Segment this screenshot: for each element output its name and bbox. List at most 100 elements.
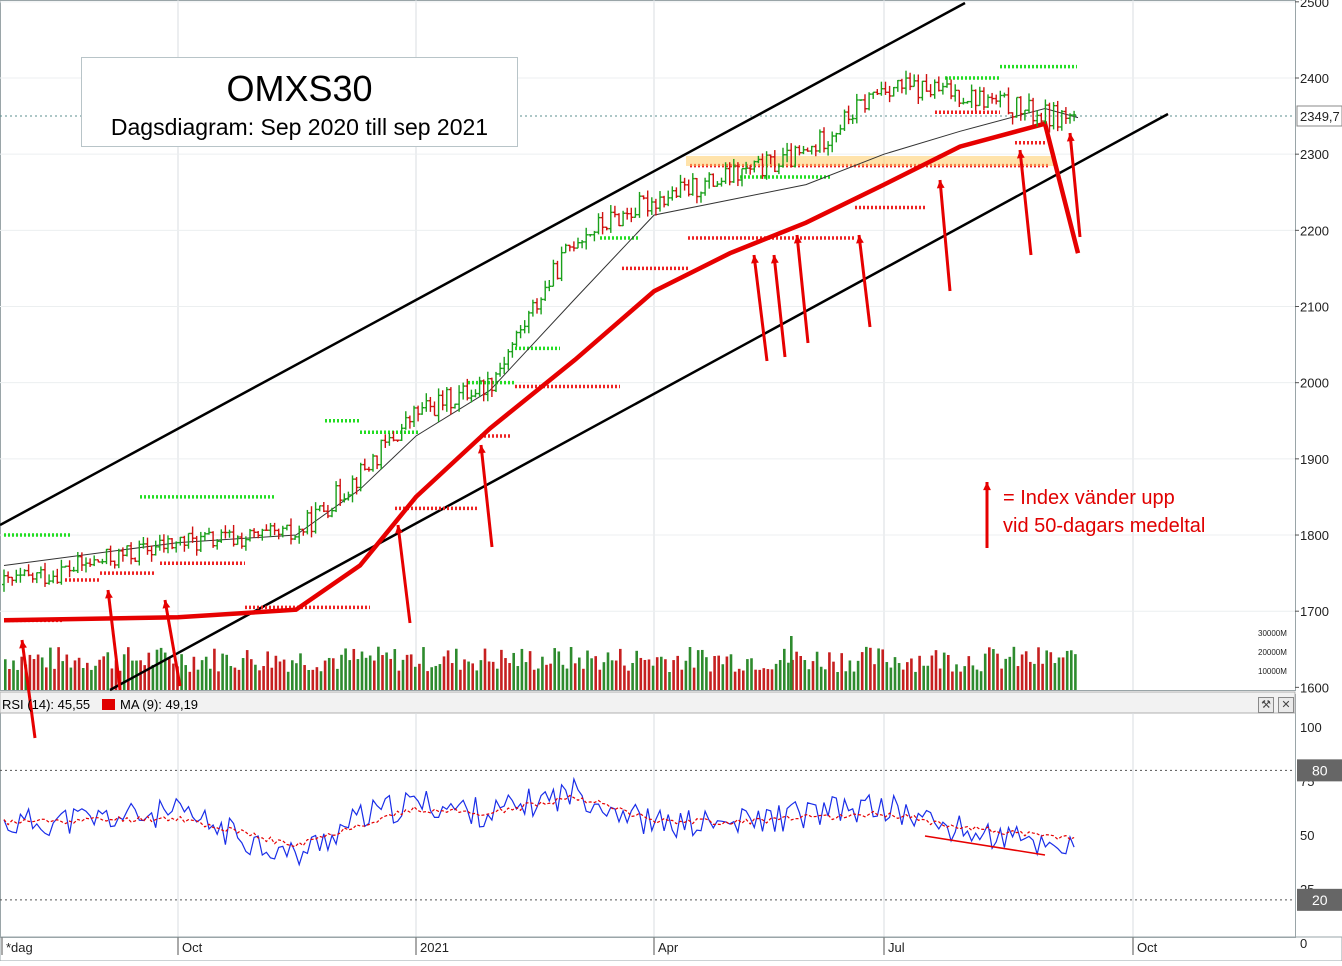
volume-bar	[508, 663, 511, 690]
volume-bar	[172, 663, 175, 690]
volume-bar	[602, 662, 606, 690]
up-arrow	[857, 234, 872, 328]
volume-bar	[1024, 651, 1028, 690]
volume-bar	[1029, 661, 1032, 690]
volume-bar	[496, 668, 499, 690]
volume-bar	[340, 654, 343, 690]
panel-settings-icon[interactable]: ⚒	[1258, 697, 1274, 713]
volume-bar	[906, 662, 909, 690]
volume-bar	[660, 656, 663, 690]
panel-close-icon[interactable]: ✕	[1278, 697, 1294, 713]
volume-bar	[90, 669, 93, 690]
volume-bar	[893, 657, 897, 690]
volume-bar	[951, 671, 954, 690]
rsi-level-label: 20	[1312, 892, 1328, 908]
volume-tick-label: 20000M	[1258, 648, 1287, 657]
volume-bar	[992, 649, 995, 690]
volume-bar	[721, 664, 725, 690]
up-arrow-head	[936, 180, 945, 189]
volume-bar	[848, 660, 852, 690]
volume-bar	[8, 668, 11, 690]
volume-bar	[750, 658, 753, 690]
volume-bar	[680, 669, 684, 690]
volume-bar	[643, 659, 647, 690]
volume-bar	[934, 650, 938, 690]
volume-bar	[983, 653, 987, 690]
volume-bar	[381, 655, 384, 690]
volume-bar	[967, 656, 971, 690]
volume-bar	[963, 666, 966, 690]
volume-bar	[434, 665, 438, 690]
channel-upper-line	[0, 1, 966, 527]
rsi-level-badge	[1297, 888, 1342, 911]
volume-bar	[1065, 650, 1069, 690]
volume-bar	[332, 658, 335, 690]
volume-bar	[676, 655, 679, 690]
volume-bar	[286, 671, 290, 690]
volume-bar	[729, 654, 733, 690]
volume-bar	[717, 655, 720, 690]
volume-bar	[770, 669, 774, 690]
volume-bar	[139, 660, 142, 690]
volume-bar	[783, 648, 786, 690]
volume-bar	[4, 659, 7, 690]
volume-bar	[278, 661, 282, 690]
volume-bar	[897, 663, 901, 690]
volume-bar	[385, 652, 388, 690]
volume-bar	[221, 653, 224, 690]
volume-bar	[127, 647, 130, 690]
volume-bar	[192, 656, 196, 690]
up-arrow-head	[162, 600, 171, 609]
volume-bar	[815, 651, 819, 690]
volume-bar	[922, 665, 925, 690]
x-tick-label: 2021	[420, 940, 449, 955]
x-tick-label: *dag	[6, 940, 33, 955]
volume-bar	[344, 648, 347, 690]
volume-bar	[1000, 668, 1003, 690]
volume-bar	[184, 665, 187, 690]
volume-bar	[414, 666, 417, 690]
volume-bar	[446, 650, 450, 690]
up-arrow	[772, 254, 787, 358]
volume-bar	[836, 671, 839, 690]
volume-bar	[1053, 663, 1057, 690]
volume-bar	[647, 659, 651, 690]
volume-bar	[832, 661, 835, 690]
up-arrow-head	[856, 235, 864, 244]
up-arrow	[1018, 149, 1033, 256]
volume-bar	[573, 663, 577, 690]
x-tick-label: Oct	[182, 940, 203, 955]
volume-bar	[664, 659, 667, 690]
volume-bar	[16, 669, 19, 690]
volume-bar	[405, 654, 409, 690]
volume-bar	[163, 652, 167, 690]
volume-bar	[196, 669, 200, 690]
price-tick-label: 1900	[1300, 452, 1329, 467]
volume-bar	[959, 671, 962, 690]
volume-bar	[442, 656, 446, 690]
volume-bar	[418, 663, 421, 690]
volume-bar	[692, 667, 696, 690]
divergence-line	[924, 835, 1046, 856]
volume-bar	[1008, 656, 1012, 690]
volume-bar	[143, 665, 146, 690]
volume-bar	[1012, 646, 1016, 690]
volume-bar	[758, 669, 761, 690]
rsi-tick-label: 0	[1300, 936, 1307, 951]
volume-bar	[655, 657, 659, 690]
volume-bar	[627, 670, 630, 690]
up-arrow-head	[1016, 150, 1025, 159]
volume-bar	[910, 658, 913, 690]
volume-bar	[1041, 663, 1044, 690]
volume-bar	[245, 650, 249, 690]
up-arrow-head	[793, 235, 802, 244]
volume-bar	[401, 659, 405, 690]
volume-bar	[532, 669, 536, 690]
volume-bar	[467, 661, 470, 690]
volume-bar	[188, 671, 192, 690]
volume-bar	[430, 667, 433, 690]
volume-bar	[299, 653, 302, 690]
volume-bar	[709, 671, 712, 690]
up-arrow	[752, 254, 769, 362]
volume-bar	[873, 664, 876, 690]
